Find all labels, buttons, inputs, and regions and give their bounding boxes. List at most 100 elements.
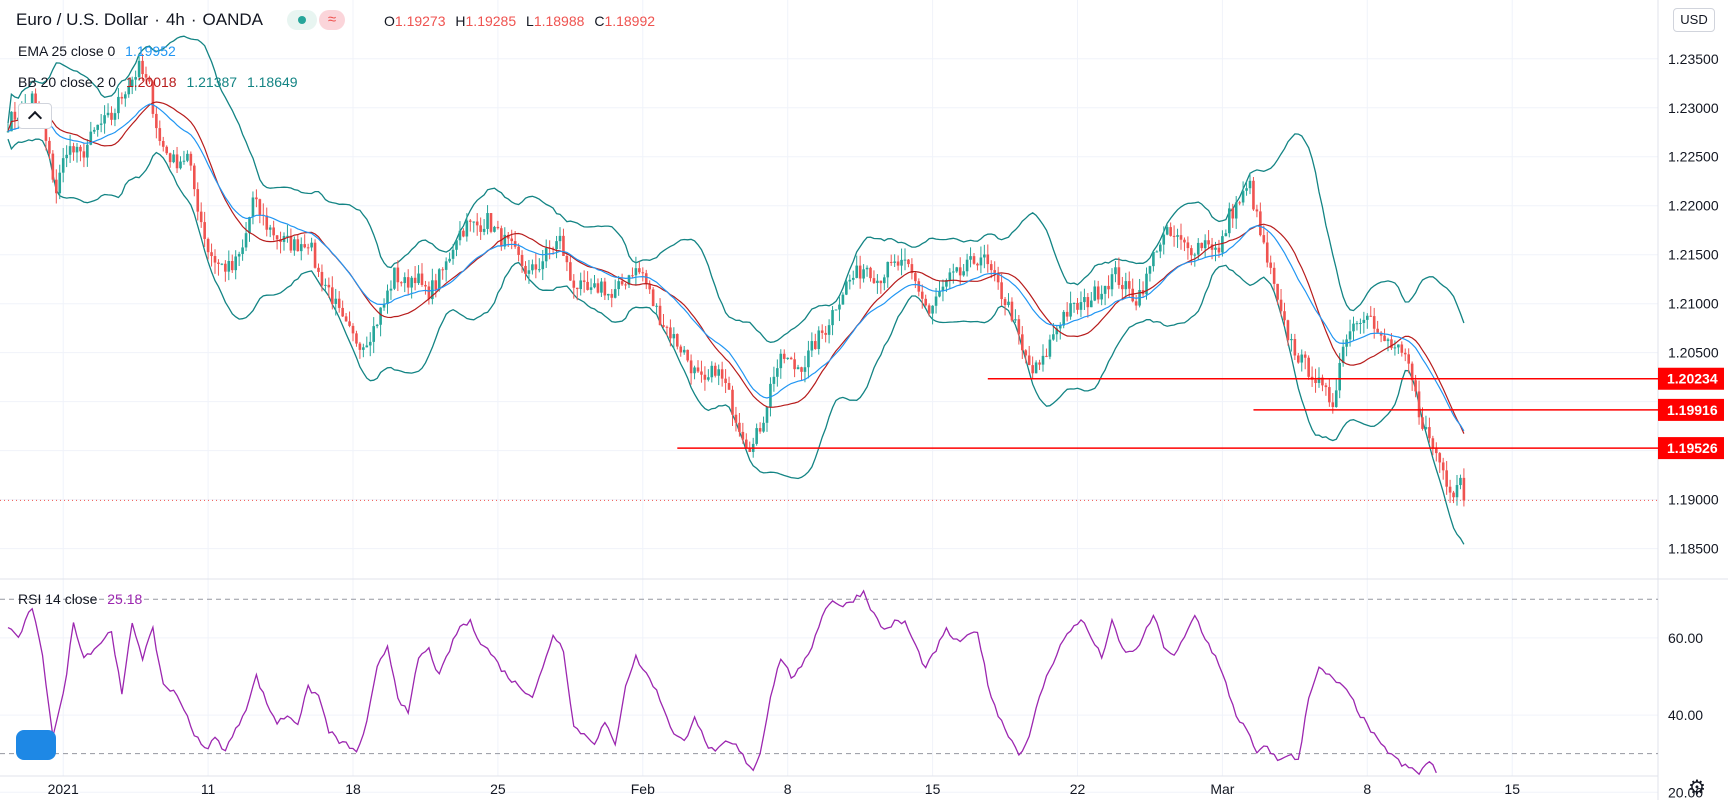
candle-body	[958, 267, 962, 276]
candle-body	[1400, 344, 1404, 353]
candle-body	[1065, 311, 1069, 317]
gear-icon[interactable]: ⚙	[1688, 777, 1706, 799]
candle-body	[1231, 208, 1235, 219]
candle-body	[1169, 227, 1172, 236]
candle-body	[1297, 355, 1300, 363]
bb-basis-line	[7, 101, 1465, 434]
candle-body	[579, 280, 582, 290]
candle-body	[1245, 188, 1248, 191]
candle-body	[79, 146, 82, 152]
candle-body	[382, 303, 386, 308]
candle-body	[648, 283, 651, 290]
candle-body	[1314, 379, 1317, 383]
symbol-name[interactable]: Euro / U.S. Dollar	[16, 10, 149, 29]
candle-body	[306, 247, 310, 249]
candle-body	[368, 341, 372, 346]
market-status-icon[interactable]	[287, 10, 317, 30]
candle-body	[13, 111, 17, 120]
candle-body	[972, 256, 976, 264]
rsi-axis-label: 40.00	[1668, 707, 1703, 723]
candle-body	[1431, 438, 1435, 449]
candle-body	[117, 96, 120, 114]
data-problem-icon[interactable]: ≈	[319, 10, 345, 30]
candle-body	[1014, 319, 1017, 321]
candle-body	[400, 282, 403, 284]
candle-body	[1038, 362, 1041, 365]
candle-body	[834, 309, 838, 311]
candle-body	[137, 60, 141, 78]
candle-body	[1262, 235, 1266, 243]
candle-body	[827, 325, 831, 335]
candle-body	[465, 220, 469, 237]
candle-body	[610, 293, 614, 298]
price-axis-label: 1.22000	[1668, 198, 1719, 214]
candle-body	[1172, 235, 1176, 237]
rsi-legend[interactable]: RSI 14 close 25.18	[18, 591, 142, 607]
candle-body	[993, 270, 996, 273]
candle-body	[1155, 251, 1159, 253]
candle-body	[148, 77, 151, 82]
candle-body	[565, 255, 569, 263]
candle-body	[510, 238, 513, 242]
bb-legend[interactable]: BB 20 close 2 0 1.20018 1.21387 1.18649	[18, 74, 298, 90]
candle-body	[745, 439, 748, 449]
candle-body	[1386, 339, 1390, 342]
candle-body	[952, 271, 955, 273]
candle-body	[655, 305, 658, 307]
candle-body	[320, 271, 324, 286]
candle-body	[1003, 299, 1007, 306]
rsi-value: 25.18	[107, 591, 143, 607]
candle-body	[1121, 284, 1124, 290]
candle-body	[900, 259, 903, 266]
support-price-label: 1.20234	[1667, 371, 1718, 387]
rsi-line	[7, 589, 1437, 776]
candle-body	[199, 211, 203, 223]
candle-body	[1193, 254, 1197, 256]
candle-body	[127, 86, 131, 95]
candle-body	[413, 277, 417, 284]
candle-body	[934, 296, 938, 306]
chart-header: Euro / U.S. Dollar · 4h · OANDA ≈	[16, 10, 345, 30]
candle-body	[824, 332, 827, 335]
candle-body	[1300, 354, 1304, 363]
candle-body	[506, 234, 510, 239]
candle-body	[582, 280, 586, 282]
candle-body	[255, 197, 258, 200]
candle-body	[1252, 180, 1255, 210]
candle-body	[406, 277, 410, 288]
candle-body	[1410, 363, 1414, 381]
candle-body	[217, 262, 220, 264]
candle-body	[720, 369, 724, 379]
candle-body	[189, 153, 193, 166]
interval[interactable]: 4h	[165, 10, 185, 29]
candle-body	[686, 349, 689, 361]
candle-body	[1448, 486, 1452, 493]
candle-body	[876, 280, 879, 284]
collapse-legend-button[interactable]	[18, 103, 52, 129]
candle-body	[1162, 234, 1166, 245]
candle-body	[1114, 267, 1117, 275]
candle-body	[299, 244, 303, 252]
ema-legend[interactable]: EMA 25 close 0 1.19952	[18, 43, 176, 59]
tradingview-logo-icon[interactable]	[16, 730, 56, 760]
time-axis-label: 15	[925, 781, 941, 797]
candle-body	[244, 233, 248, 248]
candle-body	[527, 270, 531, 274]
candle-body	[237, 253, 241, 257]
candle-body	[61, 158, 65, 173]
candle-body	[962, 271, 965, 276]
candle-body	[1100, 293, 1103, 300]
candle-body	[1224, 233, 1228, 237]
candle-body	[1407, 354, 1410, 364]
candle-body	[1321, 377, 1324, 386]
candle-body	[434, 280, 438, 290]
candle-body	[617, 281, 620, 290]
currency-button[interactable]: USD	[1673, 8, 1715, 32]
time-axis-label: 11	[201, 781, 216, 797]
candle-body	[679, 346, 683, 353]
candle-body	[124, 94, 127, 99]
candle-body	[1379, 332, 1383, 336]
candle-body	[724, 378, 727, 384]
candle-body	[776, 368, 779, 377]
